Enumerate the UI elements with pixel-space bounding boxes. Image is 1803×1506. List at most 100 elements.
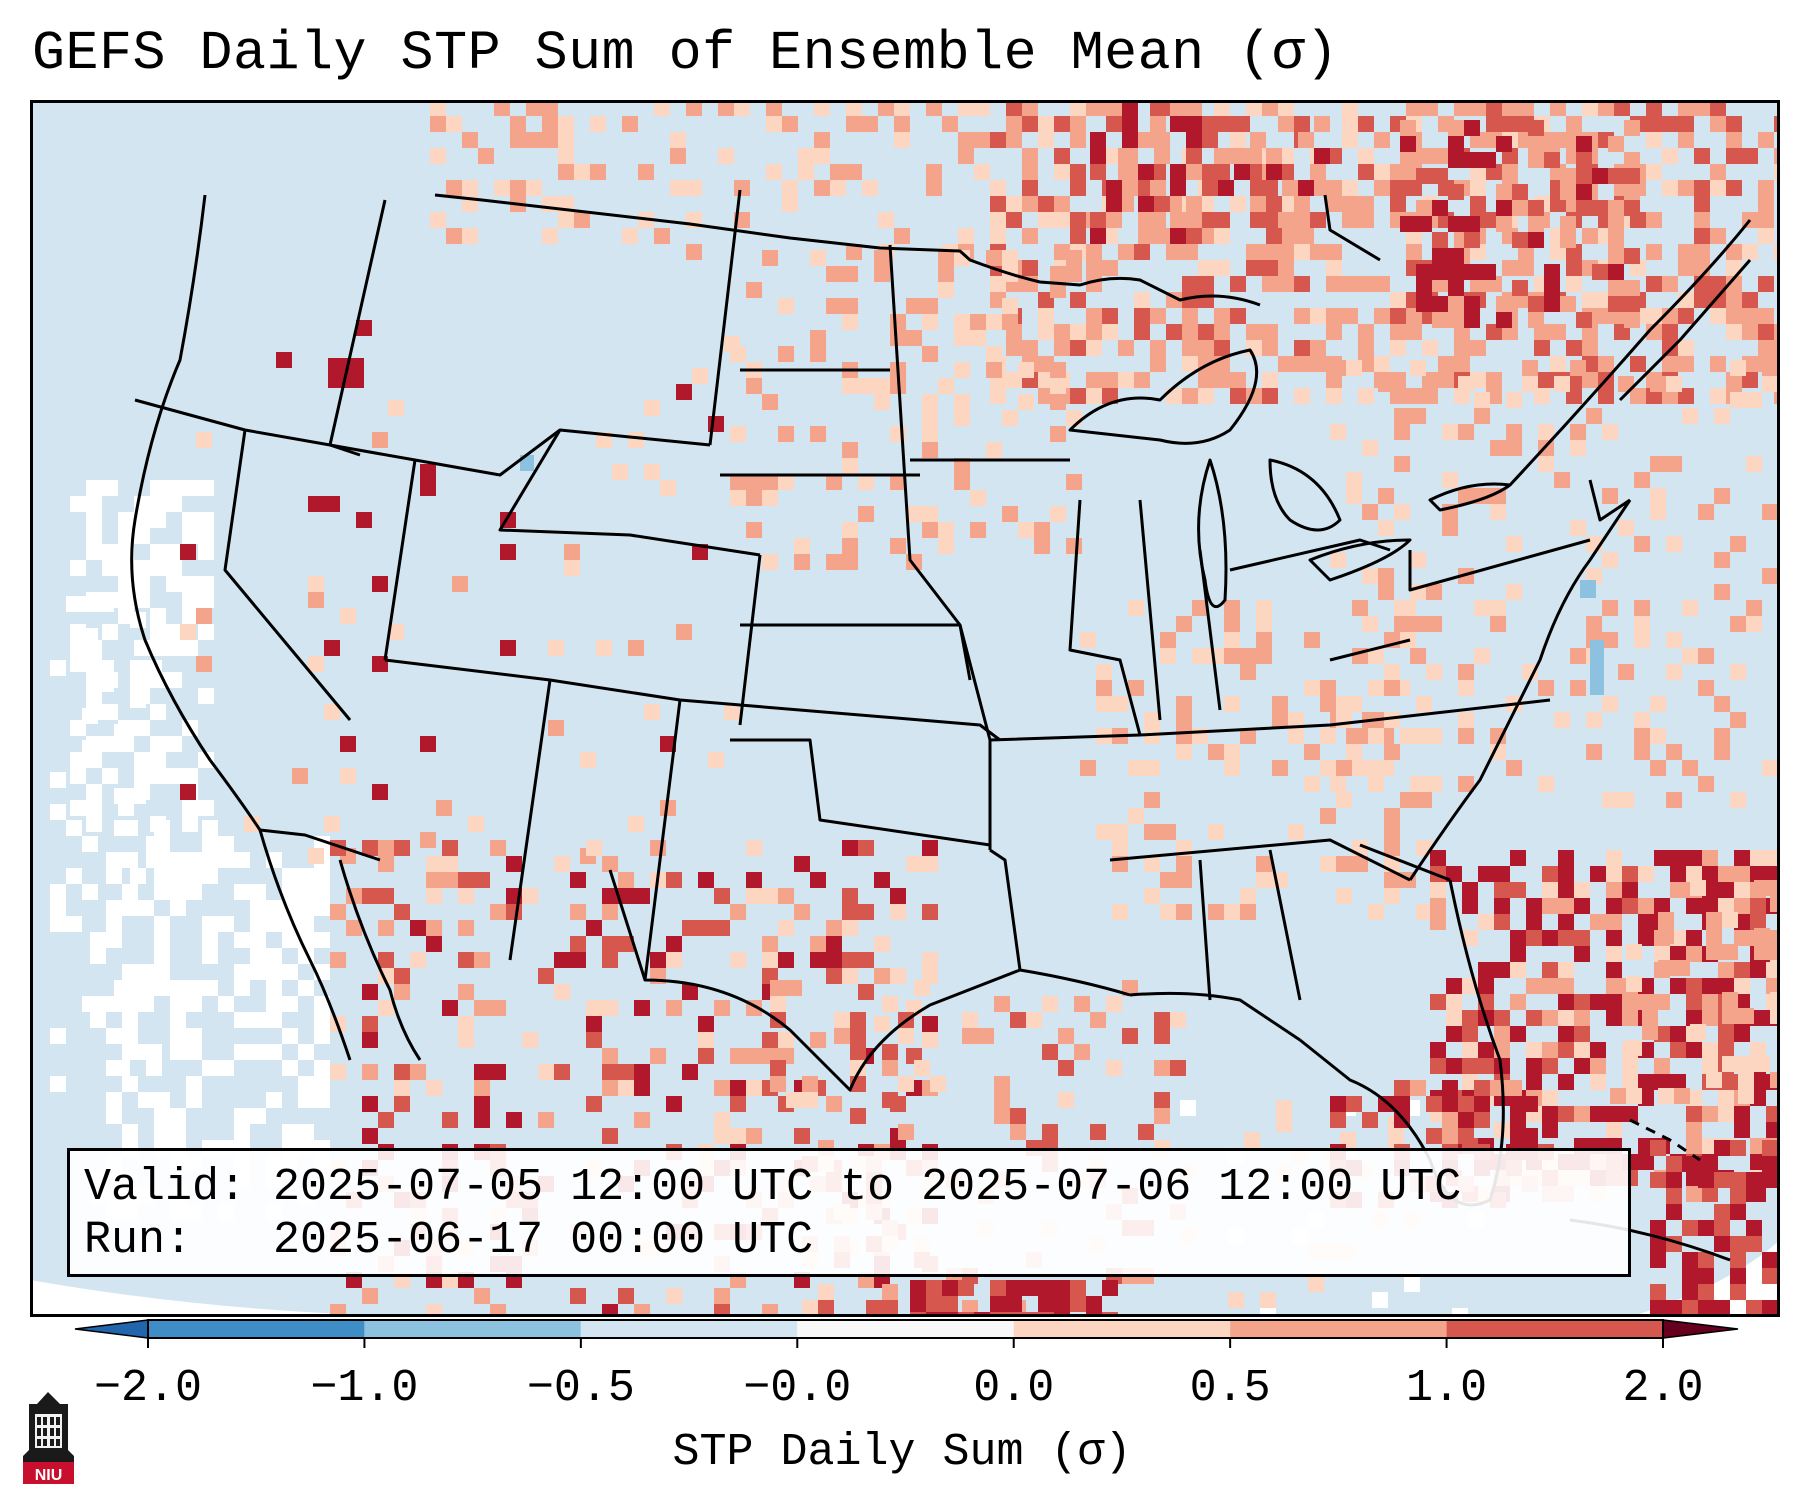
positive-cell (1510, 994, 1526, 1010)
neutral-cell (202, 868, 218, 884)
neutral-cell (170, 868, 186, 884)
positive-cell (842, 538, 858, 554)
positive-cell (1160, 648, 1176, 664)
positive-cell (468, 816, 484, 832)
neutral-cell (182, 480, 198, 496)
positive-cell (1670, 1026, 1686, 1042)
neutral-cell (70, 560, 86, 576)
positive-cell (1726, 276, 1742, 292)
positive-cell (1750, 1186, 1766, 1202)
positive-cell (1574, 1010, 1590, 1026)
positive-cell (362, 1096, 378, 1112)
positive-cell (1608, 296, 1624, 312)
positive-cell (1464, 312, 1480, 328)
positive-cell (1112, 904, 1128, 920)
positive-cell (1634, 536, 1650, 552)
positive-cell (1310, 212, 1326, 228)
positive-cell (1218, 180, 1234, 196)
positive-cell (1710, 356, 1726, 372)
positive-cell (1558, 930, 1574, 946)
positive-cell (842, 904, 858, 920)
positive-cell (1166, 324, 1182, 340)
positive-cell (180, 624, 196, 640)
positive-cell (1650, 376, 1666, 392)
neutral-cell (250, 884, 266, 900)
positive-cell (618, 888, 634, 904)
positive-cell (378, 920, 394, 936)
positive-cell (1304, 776, 1320, 792)
positive-cell (324, 496, 340, 512)
neutral-cell (266, 980, 282, 996)
positive-cell (1144, 888, 1160, 904)
positive-cell (372, 784, 388, 800)
positive-cell (746, 1080, 762, 1096)
positive-cell (1430, 1042, 1446, 1058)
positive-cell (1310, 340, 1326, 356)
positive-cell (452, 576, 468, 592)
colorbar-extend-low (74, 1319, 149, 1339)
positive-cell (1038, 308, 1054, 324)
positive-cell (1758, 308, 1774, 324)
positive-cell (1698, 1252, 1714, 1268)
neutral-cell (114, 900, 130, 916)
positive-cell (542, 100, 558, 116)
positive-cell (1106, 212, 1122, 228)
positive-cell (1326, 388, 1342, 404)
positive-cell (682, 1064, 698, 1080)
map-title: GEFS Daily STP Sum of Ensemble Mean (σ) (32, 22, 1339, 85)
neutral-cell (70, 768, 86, 784)
positive-cell (962, 1028, 978, 1044)
positive-cell (1310, 356, 1326, 372)
positive-cell (1506, 392, 1522, 408)
positive-cell (1358, 388, 1374, 404)
positive-cell (994, 1076, 1010, 1092)
positive-cell (542, 116, 558, 132)
neutral-cell (134, 560, 150, 576)
positive-cell (1326, 180, 1342, 196)
valid-label: Valid: (84, 1162, 247, 1213)
positive-cell (1070, 116, 1086, 132)
positive-cell (1054, 324, 1070, 340)
positive-cell (1384, 888, 1400, 904)
maine-coast (1618, 259, 1752, 402)
positive-cell (1730, 1284, 1746, 1300)
positive-cell (1606, 898, 1622, 914)
positive-cell (1686, 1042, 1702, 1058)
positive-cell (1358, 324, 1374, 340)
positive-cell (1330, 776, 1346, 792)
positive-cell (954, 410, 970, 426)
neutral-cell (154, 1108, 170, 1124)
positive-cell (1590, 1042, 1606, 1058)
colorbar-segment (148, 1320, 365, 1338)
neutral-cell (146, 1060, 162, 1076)
positive-cell (1502, 100, 1518, 116)
positive-cell (558, 148, 574, 164)
positive-cell (1096, 680, 1112, 696)
positive-cell (1442, 1128, 1458, 1144)
positive-cell (1506, 424, 1522, 440)
positive-cell (890, 474, 906, 490)
positive-cell (874, 872, 890, 888)
positive-cell (1598, 356, 1614, 372)
positive-cell (650, 952, 666, 968)
or-id-nv-line (329, 428, 711, 477)
positive-cell (1342, 116, 1358, 132)
positive-cell (1738, 1056, 1754, 1072)
positive-cell (1198, 372, 1214, 388)
positive-cell (1574, 994, 1590, 1010)
positive-cell (794, 554, 810, 570)
positive-cell (570, 904, 586, 920)
neutral-cell (234, 1044, 250, 1060)
positive-cell (1624, 248, 1640, 264)
positive-cell (1624, 184, 1640, 200)
neutral-cell (198, 480, 214, 496)
positive-cell (730, 1080, 746, 1096)
positive-cell (1602, 696, 1618, 712)
positive-cell (1650, 1140, 1666, 1156)
positive-cell (986, 314, 1002, 330)
positive-cell (834, 1012, 850, 1028)
co-ks-line (738, 554, 762, 726)
positive-cell (1646, 116, 1662, 132)
positive-cell (1454, 100, 1470, 116)
neutral-cell (118, 512, 134, 528)
